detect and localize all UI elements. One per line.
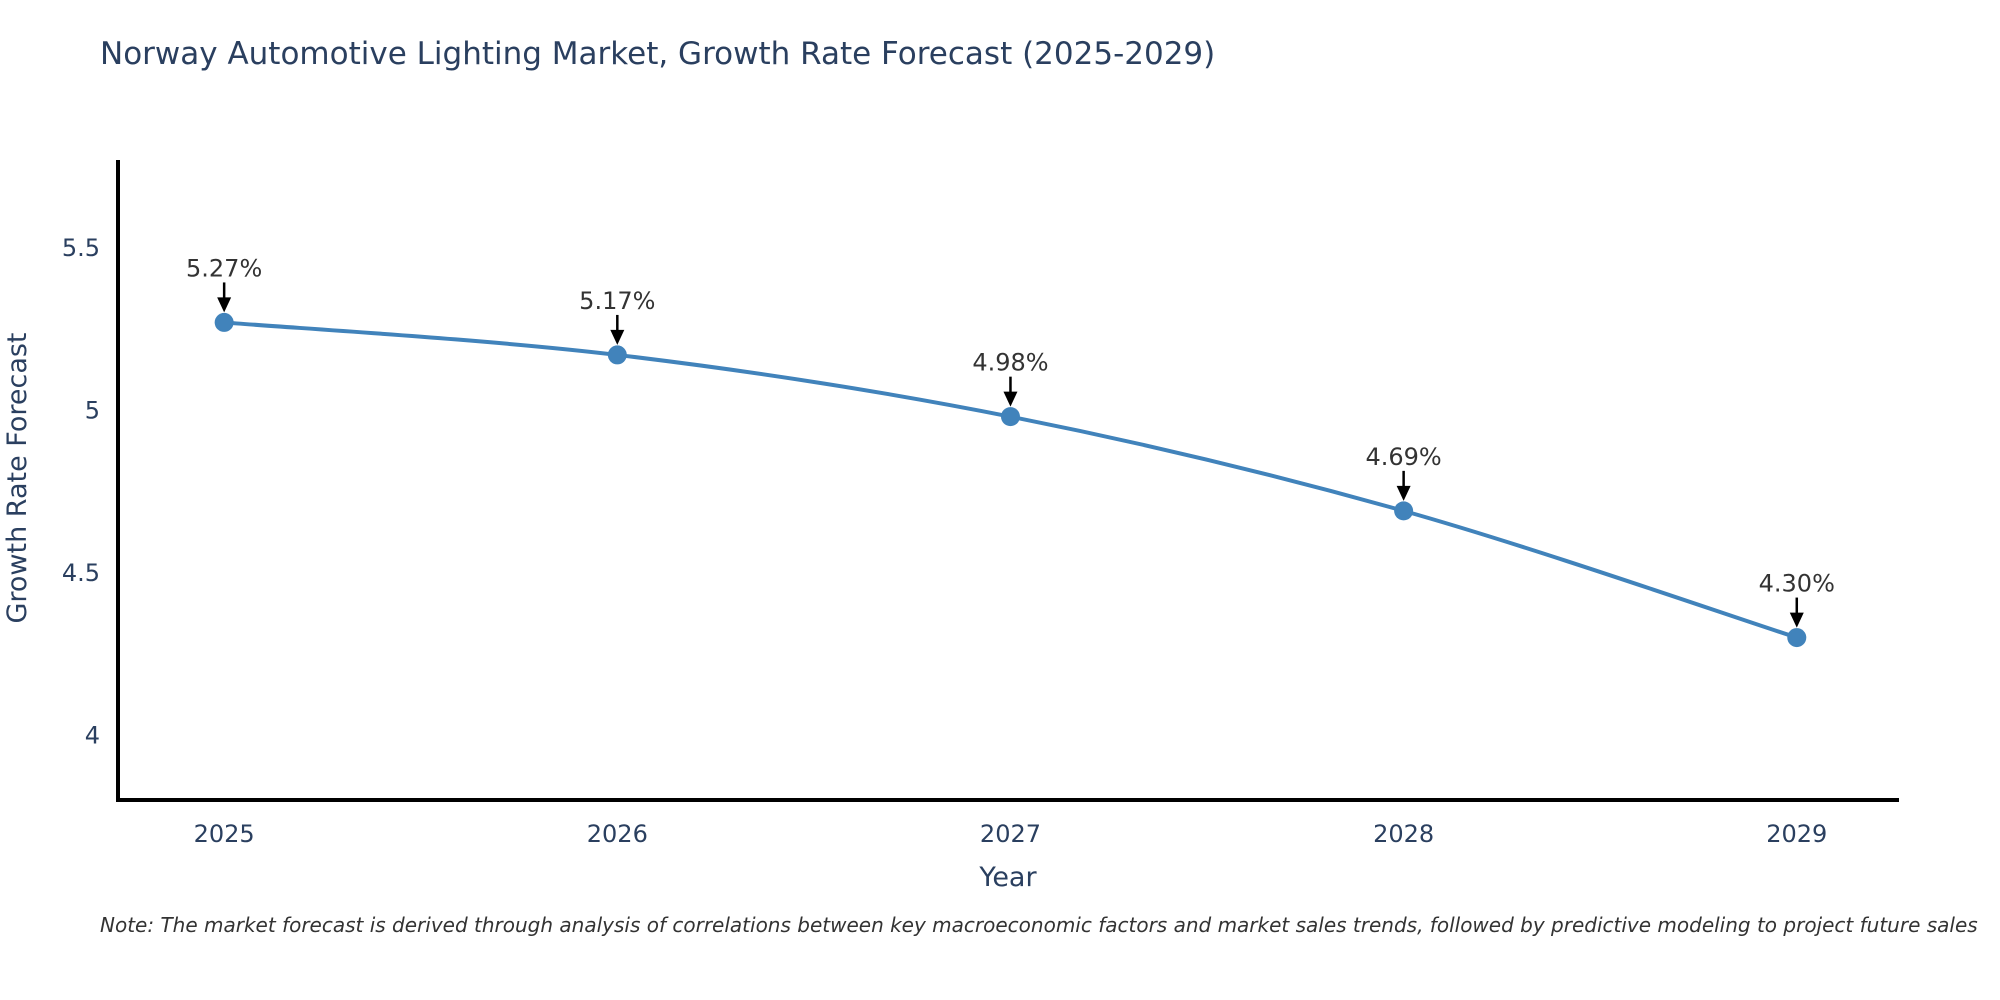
point-value-label: 4.30% <box>1759 570 1835 598</box>
annotation-arrowhead-icon <box>1003 391 1018 407</box>
x-tick-label: 2025 <box>194 820 255 848</box>
point-annotation: 4.69% <box>1365 443 1442 501</box>
x-tick-label: 2029 <box>1766 820 1827 848</box>
point-annotation: 4.30% <box>1759 570 1835 628</box>
point-value-label: 5.27% <box>186 254 262 282</box>
x-tick-label: 2027 <box>980 820 1041 848</box>
x-tick-label: 2028 <box>1373 820 1434 848</box>
annotation-arrowhead-icon <box>610 329 625 345</box>
point-value-label: 4.98% <box>972 349 1048 377</box>
chart-title: Norway Automotive Lighting Market, Growt… <box>100 36 1216 72</box>
plot-area: 4 4.5 5 5.5 2025 2026 2027 2028 2029 5.27% 5.17% 4.… <box>62 160 1899 848</box>
point-annotation: 5.27% <box>186 254 262 313</box>
data-point <box>607 345 627 365</box>
x-tick-label: 2026 <box>587 820 648 848</box>
y-axis-title: Growth Rate Forecast <box>2 332 33 623</box>
data-point <box>214 312 234 332</box>
point-value-label: 5.17% <box>579 287 655 315</box>
y-tick-label: 4.5 <box>62 559 100 587</box>
point-annotation: 4.98% <box>972 349 1049 407</box>
data-point <box>1000 407 1020 427</box>
point-value-label: 4.69% <box>1365 443 1441 471</box>
data-point <box>1394 501 1414 521</box>
y-tick-label: 4 <box>85 722 100 750</box>
data-point <box>1787 628 1807 648</box>
point-annotation: 5.17% <box>579 287 655 345</box>
annotation-arrowhead-icon <box>1396 485 1411 501</box>
x-axis-title: Year <box>978 862 1037 893</box>
y-tick-label: 5.5 <box>62 234 100 262</box>
annotation-arrowhead-icon <box>1789 612 1804 628</box>
annotation-arrowhead-icon <box>217 297 232 313</box>
y-tick-label: 5 <box>85 397 100 425</box>
methodology-note: Note: The market forecast is derived thr… <box>100 913 1978 937</box>
